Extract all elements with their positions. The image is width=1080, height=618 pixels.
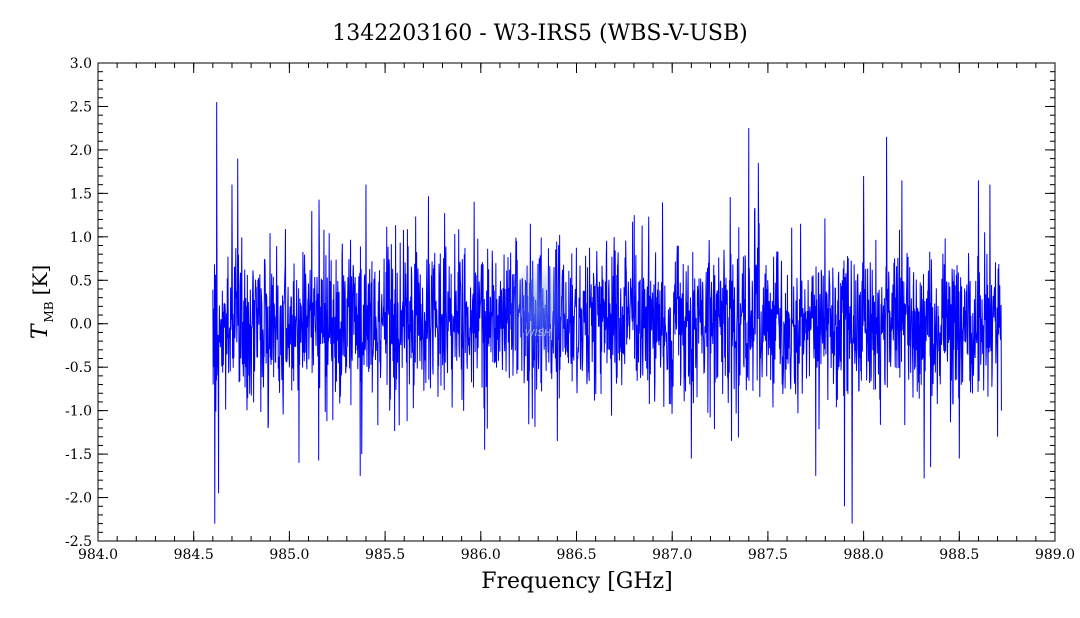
x-tick-label: 985.5 bbox=[365, 547, 405, 563]
watermark-glow bbox=[504, 262, 572, 358]
x-tick-label: 984.5 bbox=[174, 547, 214, 563]
y-axis-label-unit: [K] bbox=[28, 265, 52, 296]
x-tick-label: 987.5 bbox=[748, 547, 788, 563]
x-tick-label: 988.5 bbox=[939, 547, 979, 563]
y-tick-label: -2.0 bbox=[65, 491, 92, 507]
x-tick-label: 986.0 bbox=[461, 547, 501, 563]
wish-watermark: WISH bbox=[504, 262, 572, 358]
y-tick-label: 1.5 bbox=[70, 186, 92, 202]
y-tick-label: -1.5 bbox=[65, 447, 92, 463]
y-tick-label: 2.5 bbox=[70, 99, 92, 115]
y-tick-label: 1.0 bbox=[70, 230, 92, 246]
y-tick-label: 0.5 bbox=[70, 273, 92, 289]
x-axis-label: Frequency [GHz] bbox=[481, 569, 673, 594]
y-axis-label-symbol: T bbox=[28, 322, 53, 339]
x-tick-label: 985.0 bbox=[269, 547, 309, 563]
svg-text:TMB[K]: TMB [K] bbox=[28, 265, 56, 339]
x-tick-label: 988.0 bbox=[844, 547, 884, 563]
y-tick-label: 3.0 bbox=[70, 56, 92, 72]
y-axis-ticks: -2.5 -2.0 -1.5 -1.0 -0.5 0.0 0.5 1.0 1.5 2.0 2.5 3.… bbox=[65, 56, 1055, 550]
x-tick-label: 984.0 bbox=[78, 547, 118, 563]
x-tick-label: 989.0 bbox=[1035, 547, 1075, 563]
x-axis-ticks: 984.0 984.5 985.0 985.5 986.0 986.5 987.0 987.5… bbox=[78, 63, 1075, 563]
y-tick-label: 0.0 bbox=[70, 317, 92, 333]
y-tick-label: -0.5 bbox=[65, 360, 92, 376]
series-layer bbox=[212, 102, 1002, 524]
x-tick-label: 987.0 bbox=[652, 547, 692, 563]
plot-area: WISH 984.0 984.5 985.0 985.5 986.0 986.5 987.0… bbox=[65, 56, 1075, 563]
x-tick-label: 986.5 bbox=[556, 547, 596, 563]
chart-title: 1342203160 - W3-IRS5 (WBS-V-USB) bbox=[332, 21, 748, 46]
watermark-text: WISH bbox=[525, 328, 552, 339]
y-tick-label: 2.0 bbox=[70, 143, 92, 159]
y-axis-label: TMB [K] bbox=[28, 265, 56, 339]
y-axis-label-subscript: MB bbox=[42, 301, 56, 322]
y-tick-label: -1.0 bbox=[65, 404, 92, 420]
y-tick-label: -2.5 bbox=[65, 534, 92, 550]
spectrum-series-line bbox=[212, 102, 1002, 524]
